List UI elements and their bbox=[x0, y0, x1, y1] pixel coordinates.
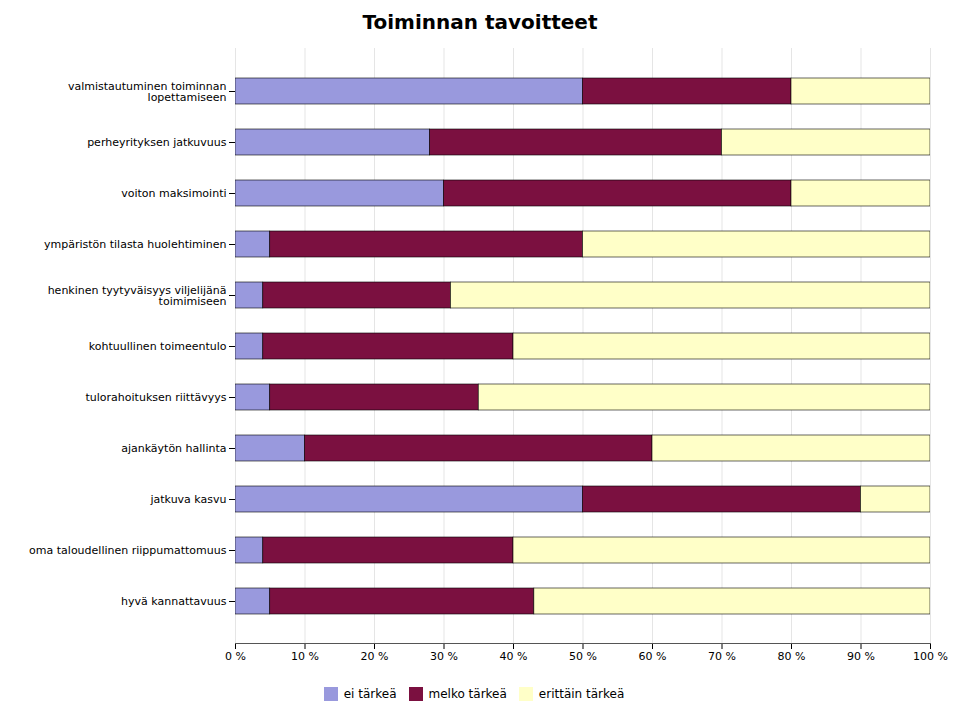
svg-text:valmistautuminen toiminnanlope: valmistautuminen toiminnanlopettamiseen bbox=[68, 80, 227, 104]
svg-text:voiton maksimointi: voiton maksimointi bbox=[121, 187, 226, 200]
html-text:erittäin tärkeä: erittäin tärkeä bbox=[538, 686, 625, 701]
svg-text:30 %: 30 % bbox=[430, 650, 458, 663]
html-text:melko tärkeä: melko tärkeä bbox=[428, 686, 507, 701]
html-text:ei tärkeä: ei tärkeä bbox=[343, 686, 397, 701]
svg-text:60 %: 60 % bbox=[639, 650, 667, 663]
svg-text:100 %: 100 % bbox=[913, 650, 948, 663]
svg-text:70 %: 70 % bbox=[708, 650, 736, 663]
html-text:Toiminnan tavoitteet: Toiminnan tavoitteet bbox=[362, 10, 598, 34]
svg-text:ajankäytön hallinta: ajankäytön hallinta bbox=[121, 442, 226, 455]
svg-text:50 %: 50 % bbox=[569, 650, 597, 663]
svg-text:10 %: 10 % bbox=[291, 650, 319, 663]
svg-text:perheyrityksen jatkuvuus: perheyrityksen jatkuvuus bbox=[87, 136, 227, 149]
svg-text:80 %: 80 % bbox=[778, 650, 806, 663]
svg-text:20 %: 20 % bbox=[361, 650, 389, 663]
svg-text:oma taloudellinen riippumattom: oma taloudellinen riippumattomuus bbox=[29, 544, 227, 557]
svg-text:henkinen tyytyväisyys viljelij: henkinen tyytyväisyys viljelijänätoimimi… bbox=[48, 284, 227, 308]
svg-text:tulorahoituksen riittävyys: tulorahoituksen riittävyys bbox=[86, 391, 227, 404]
svg-text:0 %: 0 % bbox=[225, 650, 246, 663]
svg-text:jatkuva kasvu: jatkuva kasvu bbox=[150, 493, 227, 506]
svg-text:kohtuullinen toimeentulo: kohtuullinen toimeentulo bbox=[89, 340, 227, 353]
svg-text:40 %: 40 % bbox=[500, 650, 528, 663]
svg-text:90 %: 90 % bbox=[847, 650, 875, 663]
svg-text:ympäristön tilasta huolehtimin: ympäristön tilasta huolehtiminen bbox=[44, 238, 227, 251]
svg-text:hyvä kannattavuus: hyvä kannattavuus bbox=[121, 595, 227, 608]
